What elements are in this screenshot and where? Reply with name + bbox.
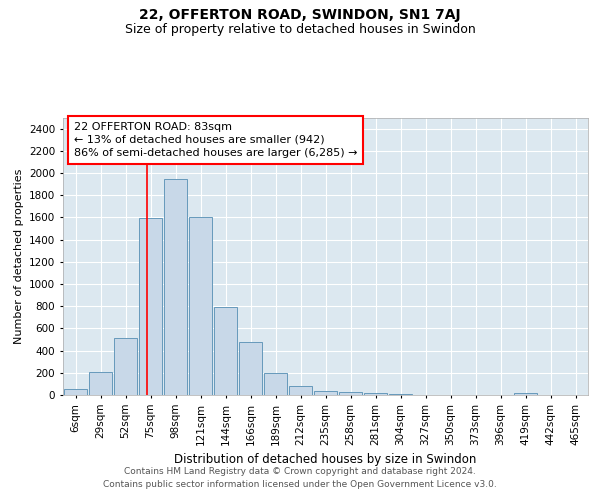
Bar [364, 393, 387, 395]
Bar [239, 342, 262, 395]
Text: Contains HM Land Registry data © Crown copyright and database right 2024.
Contai: Contains HM Land Registry data © Crown c… [103, 468, 497, 489]
Text: 22, OFFERTON ROAD, SWINDON, SN1 7AJ: 22, OFFERTON ROAD, SWINDON, SN1 7AJ [139, 8, 461, 22]
Bar [289, 386, 312, 395]
Bar [214, 308, 237, 395]
Bar [189, 218, 212, 395]
Bar [514, 393, 537, 395]
Text: 22 OFFERTON ROAD: 83sqm
← 13% of detached houses are smaller (942)
86% of semi-d: 22 OFFERTON ROAD: 83sqm ← 13% of detache… [74, 122, 357, 158]
Text: Size of property relative to detached houses in Swindon: Size of property relative to detached ho… [125, 22, 475, 36]
Bar [339, 392, 362, 395]
Y-axis label: Number of detached properties: Number of detached properties [14, 168, 23, 344]
Bar [89, 372, 112, 395]
Bar [314, 391, 337, 395]
Bar [114, 338, 137, 395]
Bar [139, 218, 162, 395]
Bar [64, 389, 87, 395]
X-axis label: Distribution of detached houses by size in Swindon: Distribution of detached houses by size … [175, 453, 476, 466]
Bar [264, 374, 287, 395]
Bar [389, 394, 412, 395]
Bar [164, 178, 187, 395]
